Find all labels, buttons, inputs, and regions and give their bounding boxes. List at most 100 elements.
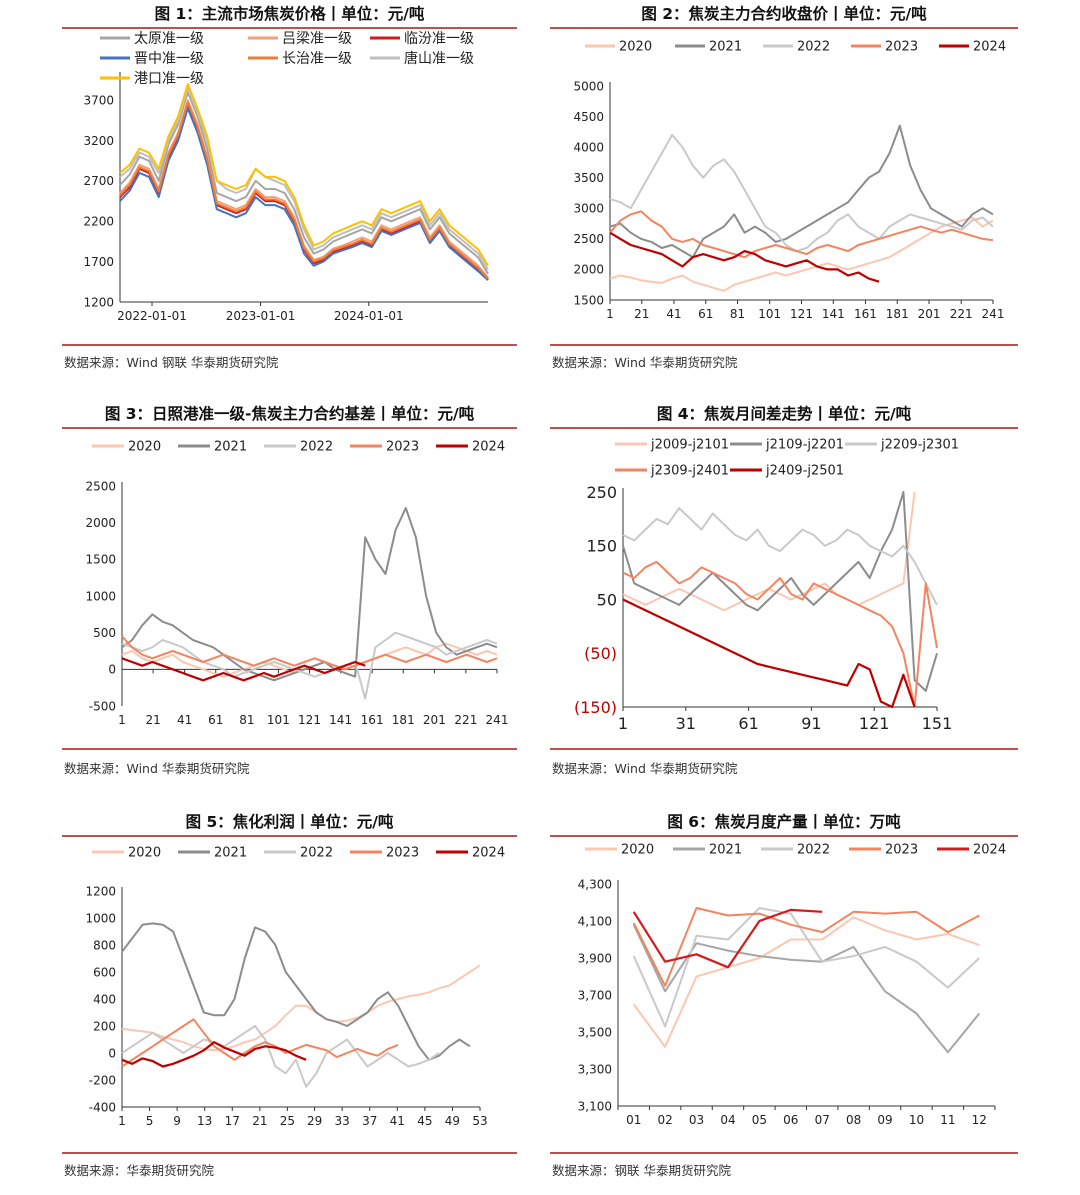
- y-tick-label: 500: [93, 626, 116, 640]
- legend-label: 2023: [885, 40, 918, 55]
- y-tick-label: 5000: [573, 79, 604, 93]
- series-line-3: [121, 1018, 399, 1068]
- x-tick-label: 13: [197, 1114, 212, 1128]
- x-tick-label: 161: [361, 713, 384, 727]
- y-tick-label: 800: [93, 938, 116, 952]
- x-tick-label: 221: [950, 307, 973, 321]
- x-tick-label: 10: [909, 1113, 924, 1127]
- series-line-0: [609, 216, 994, 292]
- y-tick-label: 150: [586, 537, 617, 556]
- chart-panel-4: 图 4：焦炭月间差走势丨单位：元/吨 (150) (50) 50 150 250 1 31 6…: [550, 402, 1018, 780]
- y-tick-label: 1000: [85, 589, 116, 603]
- source-note: 数据来源：华泰期货研究院: [64, 1163, 215, 1178]
- x-tick-label: 201: [423, 713, 446, 727]
- legend-label: 2020: [128, 440, 161, 455]
- legend-label: 长治准一级: [282, 51, 352, 67]
- y-tick-label: (150): [574, 698, 617, 717]
- x-tick-label: 41: [390, 1114, 405, 1128]
- y-tick-label: 50: [597, 590, 617, 609]
- legend-label: 2021: [709, 40, 742, 55]
- y-tick-label: 3,500: [578, 1025, 612, 1039]
- x-tick-label: 21: [252, 1114, 267, 1128]
- legend-label: 2022: [300, 846, 333, 861]
- x-tick-label: 12: [972, 1113, 987, 1127]
- series-line-1: [622, 491, 938, 692]
- y-tick-label: 3000: [573, 202, 604, 216]
- y-tick-label: 2700: [83, 174, 114, 188]
- y-tick-label: 3700: [83, 94, 114, 108]
- legend-label: 2020: [619, 40, 652, 55]
- y-tick-label: 1200: [83, 295, 114, 309]
- series-line-0: [121, 964, 481, 1052]
- x-tick-label: 09: [877, 1113, 892, 1127]
- series-line-1: [121, 922, 471, 1061]
- legend-label: 2024: [472, 846, 505, 861]
- x-tick-label: 08: [846, 1113, 861, 1127]
- source-note: 数据来源：Wind 华泰期货研究院: [552, 355, 738, 370]
- x-tick-label: 121: [859, 714, 890, 733]
- x-tick-label: 21: [145, 713, 160, 727]
- x-tick-label: 07: [815, 1113, 830, 1127]
- y-tick-label: 2000: [573, 263, 604, 277]
- legend-label: 2021: [214, 846, 247, 861]
- chart-svg: -400 -200 0 200 400 600 800 1000 1200 1 5 9 13 17 21 25…: [85, 846, 505, 1128]
- y-tick-label: 2500: [573, 232, 604, 246]
- legend-label: 2020: [128, 846, 161, 861]
- x-tick-label: 121: [298, 713, 321, 727]
- y-tick-label: -500: [89, 699, 116, 713]
- legend-label: 吕梁准一级: [282, 31, 352, 47]
- legend-label: 2023: [885, 843, 918, 858]
- y-tick-label: 3,300: [578, 1062, 612, 1076]
- legend-label: j2209-j2301: [880, 438, 959, 453]
- chart-title: 图 1：主流市场焦炭价格丨单位：元/吨: [154, 5, 425, 23]
- x-tick-label: 49: [445, 1114, 460, 1128]
- y-tick-label: 0: [108, 1046, 116, 1060]
- x-tick-label: 141: [329, 713, 352, 727]
- series-line-4: [121, 657, 366, 682]
- x-tick-label: 2022-01-01: [117, 309, 187, 323]
- y-tick-label: 3500: [573, 171, 604, 185]
- chart-panel-3: 图 3：日照港准一级-焦炭主力合约基差丨单位：元/吨 -500 0 500 1000 1…: [62, 402, 517, 780]
- x-tick-label: 141: [822, 307, 845, 321]
- y-tick-label: 600: [93, 965, 116, 979]
- y-tick-label: 3,100: [578, 1099, 612, 1113]
- series-line-1: [632, 924, 981, 1054]
- y-tick-label: 250: [586, 483, 617, 502]
- series-line-2: [121, 631, 498, 700]
- chart-svg: 3,100 3,300 3,500 3,700 3,900 4,100 4,300 01 02 0…: [578, 843, 1006, 1127]
- chart-panel-1: 图 1：主流市场焦炭价格丨单位：元/吨 1200 1700 2200 2700 3200…: [62, 2, 517, 380]
- y-tick-label: 2200: [83, 215, 114, 229]
- chart-panel-6: 图 6：焦炭月度产量丨单位：万吨 3,100 3,300 3,500 3,700 3,9…: [550, 810, 1018, 1195]
- x-tick-label: 53: [472, 1114, 487, 1128]
- y-tick-label: 1500: [85, 553, 116, 567]
- x-tick-label: 03: [689, 1113, 704, 1127]
- series-line-3: [632, 907, 980, 987]
- x-tick-label: 02: [657, 1113, 672, 1127]
- series-line-2: [609, 133, 994, 253]
- series-line-3: [121, 635, 498, 671]
- series-line-2: [121, 1025, 440, 1088]
- y-tick-label: (50): [584, 644, 617, 663]
- x-tick-label: 04: [720, 1113, 735, 1127]
- x-tick-label: 241: [982, 307, 1005, 321]
- chart-title: 图 6：焦炭月度产量丨单位：万吨: [667, 813, 901, 831]
- y-tick-label: 400: [93, 992, 116, 1006]
- x-tick-label: 1: [606, 307, 614, 321]
- x-tick-label: 61: [698, 307, 713, 321]
- x-tick-label: 1: [118, 713, 126, 727]
- x-tick-label: 151: [922, 714, 953, 733]
- x-tick-label: 29: [307, 1114, 322, 1128]
- x-tick-label: 05: [752, 1113, 767, 1127]
- legend-label: 2021: [709, 843, 742, 858]
- series-line-3: [119, 107, 489, 281]
- x-tick-label: 161: [854, 307, 877, 321]
- y-tick-label: 4,300: [578, 877, 612, 891]
- x-tick-label: 01: [626, 1113, 641, 1127]
- series-line-2: [632, 907, 980, 1028]
- chart-title: 图 5：焦化利润丨单位：元/吨: [185, 813, 394, 831]
- legend-label: 唐山准一级: [404, 50, 474, 67]
- x-tick-label: 33: [335, 1114, 350, 1128]
- y-tick-label: 1500: [573, 293, 604, 307]
